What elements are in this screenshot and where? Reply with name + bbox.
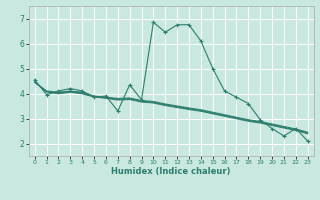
X-axis label: Humidex (Indice chaleur): Humidex (Indice chaleur) [111,167,231,176]
